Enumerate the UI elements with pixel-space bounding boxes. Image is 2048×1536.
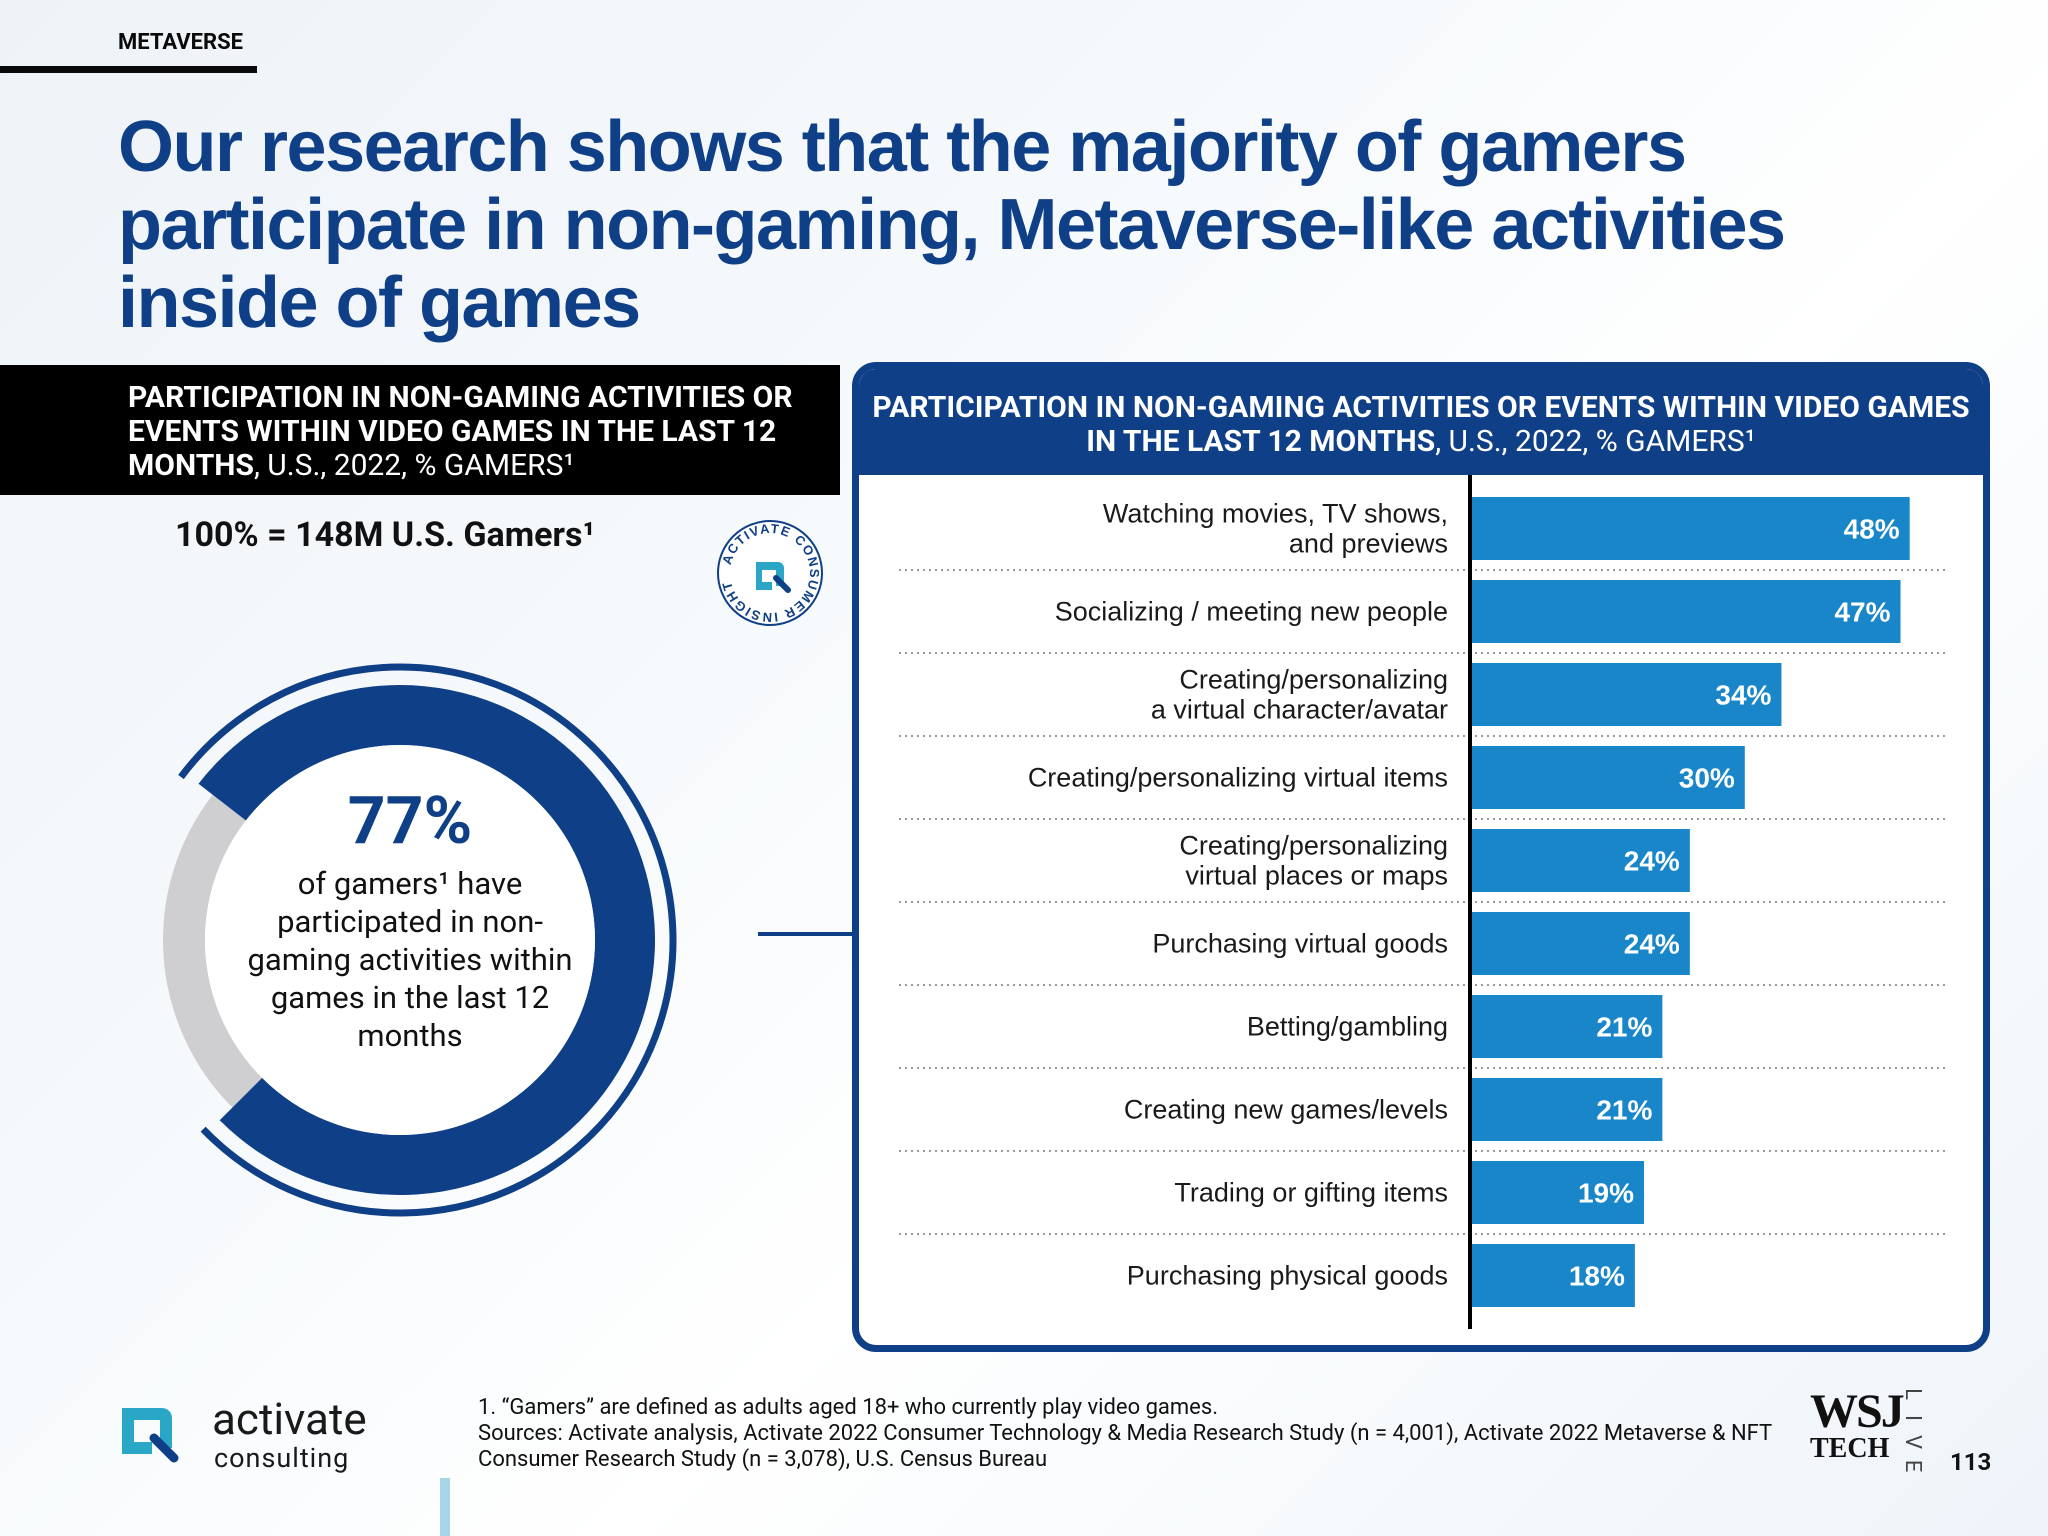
wsj-logo-top: WSJ: [1810, 1385, 1905, 1438]
stat-callout: 77% of gamers¹ have participated in non-…: [240, 785, 580, 1055]
bar-value-label-2: 34%: [1715, 680, 1771, 711]
category-label-4-0: Creating/personalizing: [1179, 831, 1448, 861]
footnote-sources: Sources: Activate analysis, Activate 202…: [478, 1421, 1772, 1472]
stat-description: of gamers¹ have participated in non-gami…: [247, 865, 573, 1054]
bar-value-label-1: 47%: [1834, 597, 1890, 628]
bar-value-label-3: 30%: [1679, 763, 1735, 794]
footnote: 1. “Gamers” are defined as adults aged 1…: [478, 1395, 1798, 1473]
right-header-rest: , U.S., 2022, % GAMERS¹: [1435, 424, 1756, 459]
page-title: Our research shows that the majority of …: [118, 107, 1786, 343]
bar-value-label-5: 24%: [1624, 929, 1680, 960]
category-label-1: Socializing / meeting new people: [1055, 597, 1448, 627]
bar-1: [1470, 580, 1901, 643]
right-panel-header: PARTICIPATION IN NON-GAMING ACTIVITIES O…: [859, 369, 1983, 475]
bar-0: [1470, 497, 1910, 560]
badge-logo-icon: [756, 562, 791, 593]
bar-9: [1470, 1244, 1635, 1307]
bar-value-label-9: 18%: [1569, 1261, 1625, 1292]
bar-6: [1470, 995, 1663, 1058]
bar-5: [1470, 912, 1690, 975]
bar-3: [1470, 746, 1745, 809]
left-header-bold: PARTICIPATION IN NON-GAMING ACTIVITIES O…: [128, 380, 793, 483]
left-header-rest: , U.S., 2022, % GAMERS¹: [253, 448, 575, 483]
participation-donut-chart: [162, 663, 677, 1217]
category-label-8: Trading or gifting items: [1174, 1178, 1448, 1208]
category-label-5: Purchasing virtual goods: [1152, 929, 1448, 959]
bar-value-label-7: 21%: [1596, 1095, 1652, 1126]
activate-insight-badge: ACTIVATE CONSUMER INSIGHT: [717, 520, 823, 626]
activate-logo-icon: [122, 1408, 179, 1463]
wsj-tech-logo: WSJ TECH: [1810, 1385, 1905, 1464]
left-panel-header: PARTICIPATION IN NON-GAMING ACTIVITIES O…: [0, 365, 840, 495]
category-label-0-1: and previews: [1289, 529, 1448, 559]
wsj-logo-bottom: TECH: [1810, 1433, 1890, 1464]
bar-2: [1470, 663, 1782, 726]
footnote-note: 1. “Gamers” are defined as adults aged 1…: [478, 1395, 1219, 1420]
bar-4: [1470, 829, 1690, 892]
category-label-6: Betting/gambling: [1247, 1012, 1448, 1042]
bar-value-label-8: 19%: [1578, 1178, 1634, 1209]
stat-percent: 77%: [347, 783, 473, 860]
logo-wordmark: activate: [212, 1393, 367, 1445]
donut-hole: [205, 745, 595, 1135]
donut-slice-rest: [162, 794, 263, 1108]
bar-7: [1470, 1078, 1663, 1141]
category-label-9: Purchasing physical goods: [1127, 1261, 1448, 1291]
connector-line: [758, 932, 854, 936]
page-number: 113: [1950, 1448, 1992, 1476]
category-label-4-1: virtual places or maps: [1185, 861, 1448, 891]
accent-bar: [440, 1478, 450, 1536]
population-label: 100% = 148M U.S. Gamers¹: [175, 515, 596, 555]
bar-value-label-4: 24%: [1624, 846, 1680, 877]
category-label-0-0: Watching movies, TV shows,: [1103, 499, 1448, 529]
logo-subtitle: consulting: [214, 1442, 350, 1474]
activities-bar-chart: 48% Watching movies, TV shows,and preview…: [899, 475, 1949, 1329]
category-label-3: Creating/personalizing virtual items: [1028, 763, 1448, 793]
section-rule: [0, 66, 257, 73]
bar-value-label-0: 48%: [1844, 514, 1900, 545]
category-label-2-1: a virtual character/avatar: [1151, 695, 1448, 725]
section-tag: METAVERSE: [118, 30, 244, 55]
bar-value-label-6: 21%: [1596, 1012, 1652, 1043]
bar-8: [1470, 1161, 1645, 1224]
bar-chart-panel: PARTICIPATION IN NON-GAMING ACTIVITIES O…: [852, 362, 1990, 1352]
category-label-7: Creating new games/levels: [1124, 1095, 1448, 1125]
category-label-2-0: Creating/personalizing: [1179, 665, 1448, 695]
right-header-bold: PARTICIPATION IN NON-GAMING ACTIVITIES O…: [872, 390, 1970, 459]
donut-outer-arc: [178, 663, 677, 1217]
